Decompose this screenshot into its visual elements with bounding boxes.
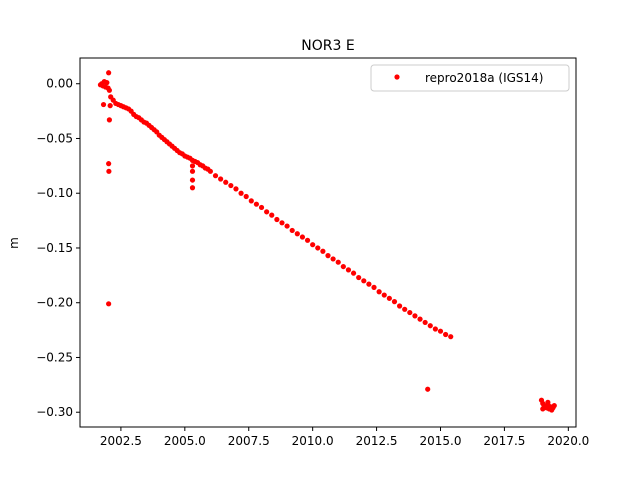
y-tick-label: −0.30	[36, 405, 73, 419]
data-point	[443, 331, 449, 338]
data-point	[386, 295, 392, 301]
data-point	[253, 201, 260, 207]
y-tick-label: −0.20	[36, 296, 73, 310]
data-point	[425, 386, 431, 392]
data-point	[243, 193, 249, 200]
data-point	[106, 168, 112, 174]
data-point	[422, 319, 428, 326]
data-point	[350, 270, 357, 276]
data-point	[189, 177, 196, 183]
data-point	[228, 182, 234, 189]
legend-box	[370, 64, 570, 92]
plot-area-frame	[79, 57, 577, 428]
data-point	[294, 231, 300, 237]
y-tick-label: −0.05	[36, 131, 73, 145]
data-point	[340, 263, 346, 270]
data-point	[345, 267, 352, 273]
x-tick-label: 2012.5	[356, 434, 398, 448]
y-axis-ticks: 0.00 −0.05 −0.10 −0.15 −0.20 −0.25 −0.30	[36, 77, 80, 419]
x-tick-label: 2010.0	[292, 434, 334, 448]
data-point	[264, 209, 270, 215]
data-point	[218, 176, 224, 182]
x-axis-ticks: 2002.5 2005.0 2007.5 2010.0 2012.5 2015.0 2017…	[100, 427, 589, 448]
x-tick-label: 2002.5	[100, 434, 142, 448]
y-tick-label: −0.15	[36, 241, 73, 255]
data-point	[366, 281, 372, 287]
data-point	[417, 316, 423, 322]
data-point	[391, 299, 398, 305]
data-point	[335, 259, 341, 265]
data-point	[106, 87, 112, 93]
data-point	[299, 234, 306, 240]
data-point	[207, 168, 213, 174]
data-point	[100, 101, 107, 108]
x-tick-label: 2020.0	[547, 434, 589, 448]
data-point	[233, 186, 239, 192]
data-point	[325, 253, 331, 259]
chart-title: NOR3 E	[301, 38, 354, 54]
data-point	[402, 306, 408, 312]
scatter-points	[97, 70, 557, 413]
data-point	[407, 309, 413, 316]
data-point	[376, 289, 382, 295]
data-point	[432, 326, 438, 332]
data-point	[107, 103, 113, 109]
data-point	[304, 237, 311, 243]
data-point	[106, 117, 112, 123]
x-tick-label: 2017.5	[483, 434, 525, 448]
legend-marker	[394, 74, 400, 80]
data-point	[289, 227, 295, 234]
data-point	[104, 80, 110, 86]
y-tick-label: 0.00	[46, 77, 73, 91]
data-point	[381, 292, 387, 298]
data-point	[540, 406, 546, 412]
data-point	[545, 399, 551, 405]
data-point	[212, 173, 219, 179]
data-point	[189, 185, 196, 191]
data-point	[427, 323, 433, 329]
data-point	[371, 284, 377, 290]
data-point	[551, 403, 557, 409]
y-tick-label: −0.10	[36, 186, 73, 200]
data-point	[238, 190, 244, 196]
data-point	[330, 256, 336, 262]
data-point	[106, 301, 112, 307]
data-point	[396, 303, 403, 309]
data-point	[258, 204, 265, 211]
data-point	[248, 198, 254, 204]
data-point	[106, 70, 112, 76]
data-point	[223, 179, 229, 185]
legend-label: repro2018a (IGS14)	[425, 71, 543, 85]
data-point	[356, 274, 362, 281]
data-point	[448, 334, 454, 340]
data-point	[284, 223, 290, 229]
data-point	[269, 212, 275, 218]
data-point	[279, 220, 285, 226]
data-point	[361, 278, 367, 284]
data-point	[310, 242, 316, 248]
data-point	[274, 216, 280, 223]
data-point	[106, 161, 112, 167]
y-tick-label: −0.25	[36, 350, 73, 364]
data-point	[315, 245, 321, 251]
data-point	[189, 163, 196, 169]
data-point	[412, 313, 418, 319]
data-point	[320, 248, 326, 254]
x-tick-label: 2005.0	[164, 434, 206, 448]
legend: repro2018a (IGS14)	[370, 64, 570, 92]
x-tick-label: 2015.0	[419, 434, 461, 448]
data-point	[189, 168, 196, 174]
x-tick-label: 2007.5	[228, 434, 270, 448]
y-axis-label: m	[7, 237, 21, 249]
data-point	[437, 328, 444, 334]
